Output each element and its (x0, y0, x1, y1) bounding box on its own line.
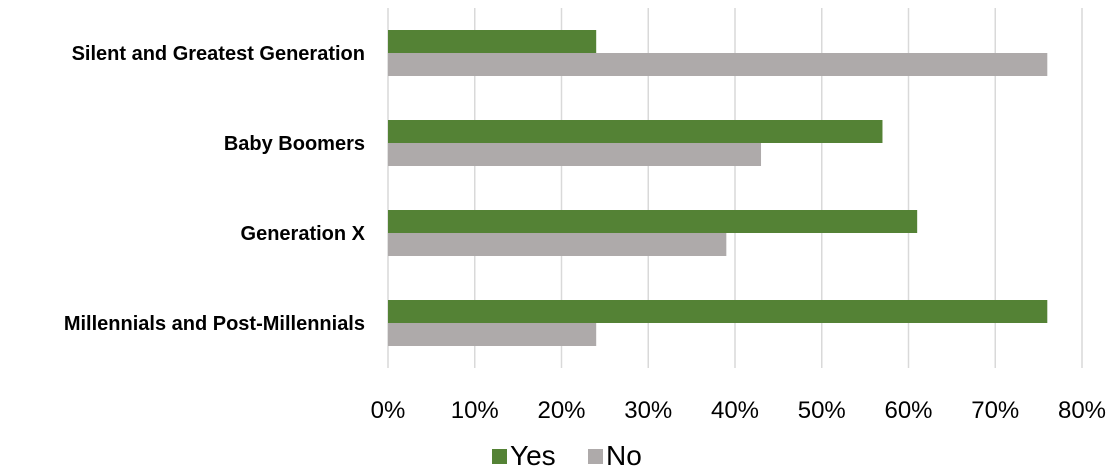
bar-no (388, 233, 727, 256)
x-tick-label: 0% (371, 397, 406, 424)
x-tick-label: 20% (537, 397, 585, 424)
category-labels: Silent and Greatest Generation Baby Boome… (64, 43, 366, 335)
legend-label-no: No (606, 440, 642, 471)
bar-no (388, 53, 1048, 76)
bar-yes (388, 120, 883, 143)
category-label: Generation X (241, 223, 366, 245)
x-tick-label: 70% (971, 397, 1019, 424)
bar-yes (388, 300, 1048, 323)
legend-swatch-no (588, 449, 603, 464)
x-tick-label: 50% (798, 397, 846, 424)
x-tick-label: 40% (711, 397, 759, 424)
bars (388, 30, 1048, 346)
category-label: Millennials and Post-Millennials (64, 313, 365, 335)
legend-label-yes: Yes (510, 440, 556, 471)
bar-yes (388, 30, 597, 53)
category-label: Baby Boomers (224, 133, 365, 155)
legend: Yes No (492, 440, 642, 471)
bar-yes (388, 210, 918, 233)
bar-no (388, 143, 762, 166)
category-label: Silent and Greatest Generation (72, 43, 365, 65)
x-tick-label: 10% (451, 397, 499, 424)
bar-no (388, 323, 597, 346)
x-tick-label: 30% (624, 397, 672, 424)
x-tick-label: 80% (1058, 397, 1106, 424)
x-axis-tick-labels: 0% 10% 20% 30% 40% 50% 60% 70% 80% (371, 397, 1106, 424)
x-tick-label: 60% (884, 397, 932, 424)
legend-swatch-yes (492, 449, 507, 464)
